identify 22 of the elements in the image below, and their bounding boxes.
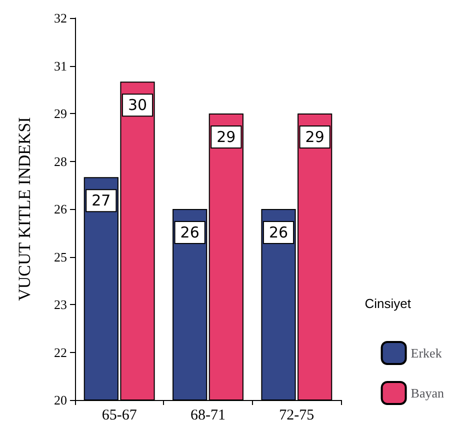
- y-tick-label: 31: [54, 58, 67, 74]
- data-label: 26: [180, 224, 200, 242]
- y-tick-label: 32: [54, 10, 67, 26]
- data-label: 27: [92, 192, 111, 210]
- data-label: 29: [305, 128, 324, 146]
- data-label: 30: [128, 96, 148, 114]
- legend-title: Cinsiyet: [364, 296, 412, 311]
- y-tick-label: 23: [54, 297, 67, 312]
- y-tick-label: 28: [54, 154, 67, 169]
- legend-label: Erkek: [410, 346, 442, 360]
- y-tick-label: 22: [54, 344, 67, 360]
- y-tick-label: 20: [54, 392, 67, 408]
- legend-label: Bayan: [410, 386, 444, 400]
- x-tick-label: 68-71: [190, 408, 226, 424]
- y-axis-title: VUCUT KITLE INDEKSI: [15, 116, 34, 301]
- y-tick-label: 26: [54, 202, 68, 216]
- y-tick-label: 25: [54, 249, 67, 264]
- data-label: 29: [216, 128, 236, 146]
- y-tick-label: 29: [54, 106, 67, 121]
- x-tick-label: 72-75: [279, 408, 314, 424]
- x-tick-label: 65-67: [102, 408, 138, 424]
- data-label: 26: [268, 224, 288, 242]
